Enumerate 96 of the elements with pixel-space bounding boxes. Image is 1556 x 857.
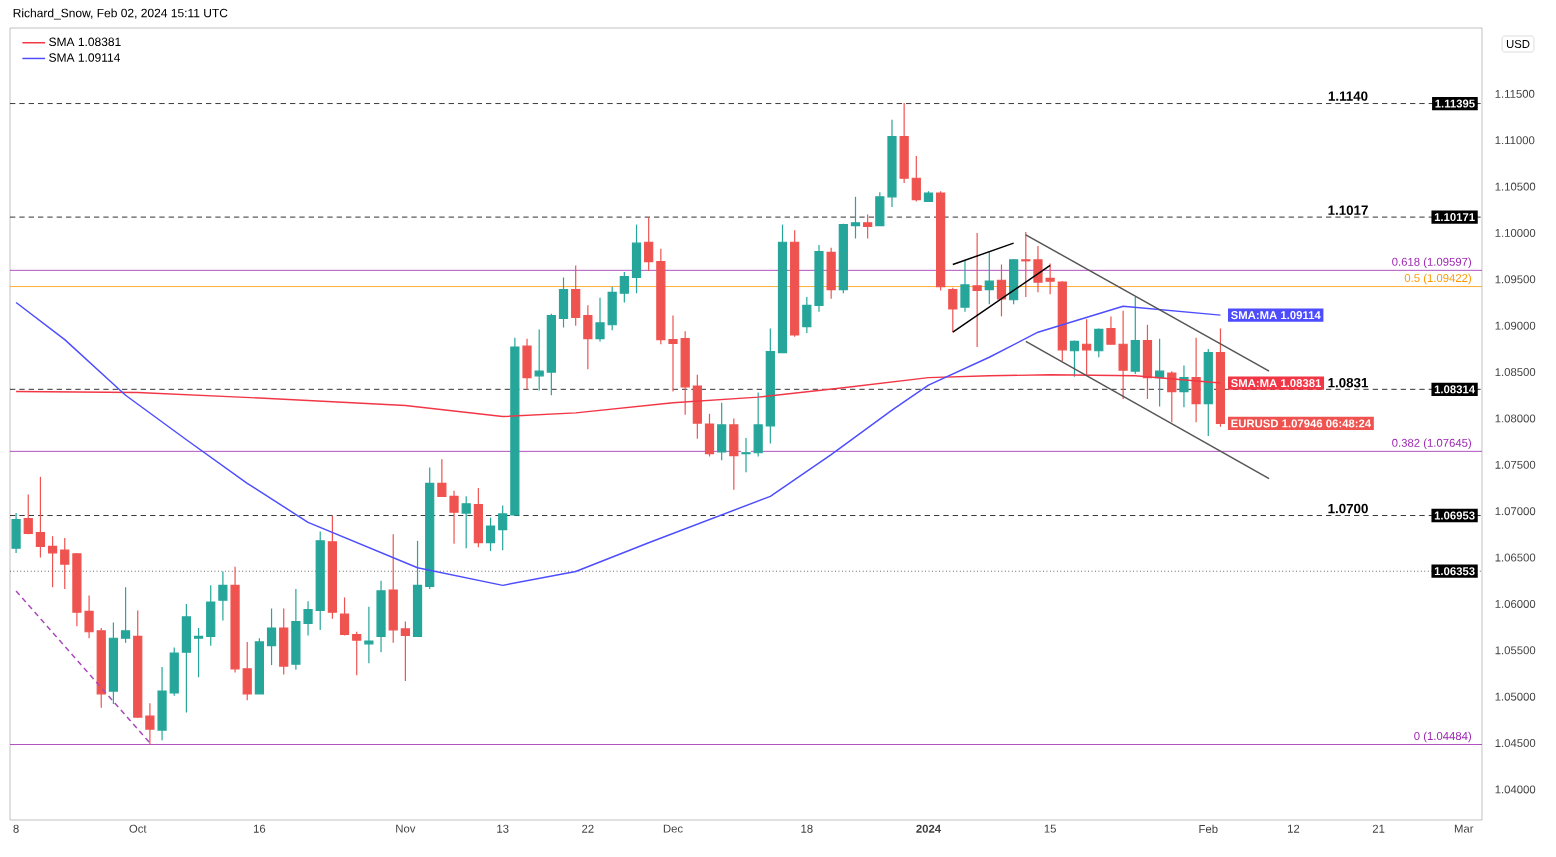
candlestick (948, 287, 958, 333)
y-tick-label: 1.05000 (1495, 692, 1536, 701)
x-tick-label: 13 (497, 824, 509, 833)
candlestick (996, 263, 1007, 318)
candlestick (1106, 315, 1116, 345)
data-label: SMA:MA 1.09114 (1231, 311, 1321, 320)
x-tick-label: Feb (1199, 824, 1218, 834)
ref-line-label: 1.06353 (1434, 567, 1475, 576)
candlestick (84, 594, 94, 639)
x-tick-label: 12 (1287, 824, 1300, 833)
legend-label: SMA 1.09114 (49, 53, 120, 62)
candlestick (23, 493, 33, 535)
x-tick-label: 15 (1044, 824, 1056, 833)
x-tick-label: 18 (801, 824, 813, 833)
annotation: 1.1140 (1328, 91, 1368, 101)
ref-line-label: 1.10171 (1434, 213, 1475, 222)
y-tick-label: 1.08500 (1495, 368, 1536, 377)
candlestick (644, 216, 654, 272)
candlestick (1021, 231, 1031, 298)
y-tick-label: 1.06000 (1495, 599, 1536, 608)
annotation: 1.0831 (1328, 377, 1369, 388)
y-tick-label: 1.10000 (1495, 228, 1536, 237)
ref-line-label: 1.06953 (1434, 511, 1475, 520)
ref-line-label: 0 (1.04484) (1414, 731, 1472, 743)
candlestick (1045, 262, 1055, 295)
candlestick (802, 296, 812, 334)
candlestick (1155, 338, 1165, 407)
candlestick (1167, 370, 1177, 423)
x-tick-label: Oct (129, 824, 147, 833)
y-tick-label: 1.11500 (1495, 89, 1535, 98)
candlestick (1069, 339, 1080, 378)
ref-line-label: 1.08314 (1434, 385, 1476, 394)
candlestick (619, 271, 629, 304)
x-tick-label: 22 (582, 824, 594, 833)
candlestick (850, 196, 861, 240)
y-tick-label: 1.06500 (1495, 553, 1536, 562)
candlestick (911, 155, 921, 203)
chart-title: Richard_Snow, Feb 02, 2024 15:11 UTC (13, 8, 228, 20)
x-tick-label: Dec (663, 824, 683, 833)
candlestick (449, 490, 459, 545)
y-tick-label: 1.11000 (1495, 136, 1535, 145)
x-tick-label: 16 (253, 824, 266, 833)
y-tick-label: 1.08000 (1495, 414, 1536, 423)
candlestick (972, 232, 982, 348)
ref-line-label: 1.11395 (1435, 99, 1475, 108)
candlestick (960, 259, 970, 313)
candlestick (145, 702, 155, 746)
candlestick (1179, 364, 1189, 408)
candlestick (461, 495, 471, 549)
candlestick (352, 631, 362, 676)
ref-line-label: 0.618 (1.09597) (1392, 257, 1472, 269)
candlestick (984, 250, 994, 305)
y-tick-label: 1.05500 (1495, 646, 1536, 655)
candlestick (595, 297, 605, 343)
y-tick-label: 1.04000 (1495, 785, 1536, 794)
x-tick-label: 2024 (916, 824, 942, 833)
candlestick (47, 535, 58, 588)
x-tick-label: Nov (396, 824, 416, 833)
candlestick (1094, 327, 1104, 358)
annotation: 1.0700 (1328, 503, 1368, 514)
candlestick (583, 304, 593, 370)
text: EURUSD 1.07946 06:48:24 (1231, 419, 1372, 428)
candlestick (120, 586, 131, 644)
candlestick (437, 458, 447, 497)
candlestick (35, 476, 46, 559)
candlestick (863, 213, 873, 240)
ref-line-label: 0.5 (1.09422) (1404, 273, 1472, 285)
candlestick (741, 437, 751, 473)
candlestick (60, 537, 70, 590)
line-series (15, 374, 1222, 418)
annotation: 1.1017 (1328, 205, 1368, 215)
x-tick-label: Mar (1454, 824, 1474, 833)
y-tick-label: 1.07000 (1495, 507, 1536, 516)
candlestick (339, 596, 350, 637)
candlestick (485, 517, 496, 552)
y-tick-label: 1.09500 (1495, 275, 1536, 284)
candlestick (400, 620, 410, 682)
candlestick (534, 328, 544, 392)
y-tick-label: 1.09000 (1495, 321, 1536, 330)
ref-line-label: 0.382 (1.07645) (1392, 438, 1472, 450)
y-tick-label: 1.04500 (1495, 739, 1536, 748)
candlestick (218, 570, 228, 622)
x-tick-label: 21 (1372, 824, 1385, 833)
x-tick-label: 8 (13, 824, 19, 833)
y-axis-title: USD (1506, 39, 1530, 48)
candlestick (266, 607, 277, 666)
candlestick (498, 505, 508, 551)
y-tick-label: 1.07500 (1495, 460, 1536, 469)
candlestick (364, 606, 374, 664)
candlestick (668, 314, 678, 393)
candlestick (1033, 245, 1043, 293)
y-tick-label: 1.10500 (1495, 182, 1536, 191)
candlestick (303, 600, 313, 637)
legend-label: SMA 1.08381 (49, 37, 121, 47)
data-label: SMA:MA 1.08381 (1231, 379, 1322, 388)
candlestick (193, 627, 204, 678)
